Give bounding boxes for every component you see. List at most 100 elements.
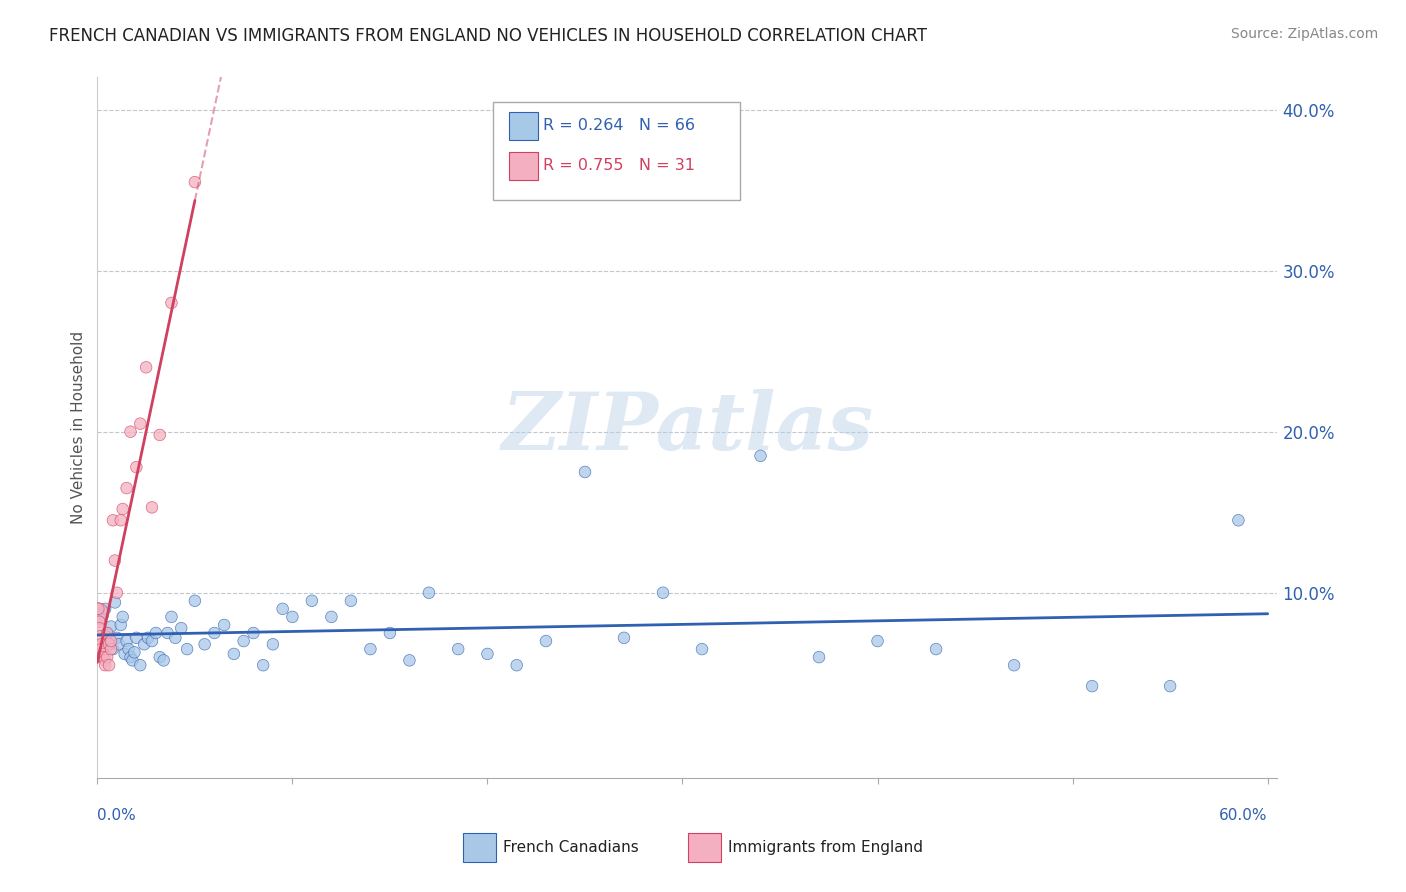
FancyBboxPatch shape [509,152,537,179]
Point [90,611,112,625]
Point [89,615,111,629]
Point [121,653,143,667]
Point [160,610,183,624]
Point [165,631,187,645]
Point [105,586,128,600]
Point [129,417,152,431]
Point [110,513,132,527]
Text: 0.0%: 0.0% [97,808,136,823]
Text: R = 0.755   N = 31: R = 0.755 N = 31 [543,158,696,173]
Point [105,631,128,645]
Point [184,175,207,189]
Point [534,634,557,648]
Point [378,626,401,640]
Point [152,653,174,667]
Point [115,634,138,648]
Point [574,465,596,479]
Text: 60.0%: 60.0% [1219,808,1268,823]
Point [262,637,284,651]
Point [94,658,117,673]
Point [271,602,294,616]
Point [149,428,172,442]
Point [808,650,831,665]
Point [149,650,172,665]
Point [1002,658,1025,673]
Point [98,658,121,673]
Point [925,642,948,657]
Point [94,653,117,667]
Text: R = 0.264   N = 66: R = 0.264 N = 66 [543,119,696,133]
Point [690,642,713,657]
Point [1081,679,1104,693]
Point [176,642,198,657]
Point [613,631,636,645]
Point [749,449,772,463]
Point [91,650,114,665]
Point [281,610,304,624]
Point [202,626,225,640]
Point [100,634,122,648]
Point [242,626,264,640]
Point [87,602,110,616]
Point [89,621,111,635]
Point [104,553,127,567]
Point [321,610,343,624]
Point [90,642,112,657]
Point [252,658,274,673]
Point [1227,513,1250,527]
Point [232,634,254,648]
Point [418,586,440,600]
Y-axis label: No Vehicles in Household: No Vehicles in Household [72,331,86,524]
Point [125,460,148,475]
Point [145,626,167,640]
Point [100,642,122,657]
Point [94,602,117,616]
Text: FRENCH CANADIAN VS IMMIGRANTS FROM ENGLAND NO VEHICLES IN HOUSEHOLD CORRELATION : FRENCH CANADIAN VS IMMIGRANTS FROM ENGLA… [49,27,927,45]
Point [115,481,138,495]
Point [89,629,111,643]
Point [447,642,470,657]
Text: ZIPatlas: ZIPatlas [502,389,873,467]
Text: French Canadians: French Canadians [503,840,640,855]
Point [301,594,323,608]
Point [120,650,142,665]
Point [100,619,122,633]
Point [134,637,156,651]
Point [89,607,111,621]
Point [1159,679,1181,693]
Point [170,621,193,635]
Point [124,645,146,659]
Point [91,647,114,661]
Point [184,594,207,608]
Point [652,586,675,600]
Point [340,594,363,608]
Point [506,658,529,673]
Point [160,296,183,310]
Point [96,626,118,640]
Point [398,653,420,667]
Point [101,642,124,657]
Point [135,360,157,375]
Point [477,647,499,661]
Point [111,502,134,516]
Point [141,500,163,515]
FancyBboxPatch shape [492,102,741,200]
Text: Immigrants from England: Immigrants from England [728,840,924,855]
Point [194,637,217,651]
Point [98,637,121,651]
Point [111,610,134,624]
Point [114,647,136,661]
Point [104,595,127,609]
Point [125,631,148,645]
Point [222,647,245,661]
Point [866,634,889,648]
Point [110,618,132,632]
Point [117,642,139,657]
Point [98,634,121,648]
Point [120,425,142,439]
Point [107,637,129,651]
Point [91,605,114,619]
Point [359,642,381,657]
Point [129,658,152,673]
Point [101,513,124,527]
